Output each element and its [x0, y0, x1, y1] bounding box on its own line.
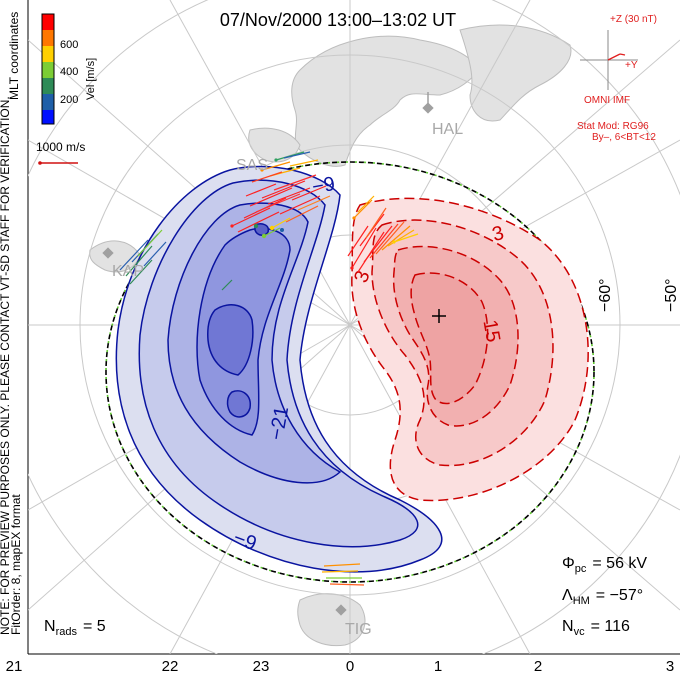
station-label-hal: HAL — [432, 121, 463, 138]
vectors-kap — [119, 229, 233, 291]
velocity-scale-swatch-3 — [42, 62, 54, 78]
station-label-tig: TIG — [345, 621, 372, 638]
lambda-value: = −57° — [596, 587, 643, 604]
lambda-sub: HM — [573, 595, 590, 607]
nvc-sub: vc — [574, 626, 586, 638]
velocity-scale-swatch-4 — [42, 78, 54, 94]
station-tig: TIG — [335, 604, 372, 638]
reference-vector-label: 1000 m/s — [36, 140, 85, 154]
station-hal: HAL — [422, 92, 463, 138]
mlt-tick-2: 2 — [534, 658, 542, 674]
stats-panel: Φpc = 56 kV ΛHM = −57° Nvc = 116 Nrads = 5 — [44, 555, 647, 638]
hm-latitude: ΛHM = −57° — [562, 587, 643, 607]
imf-source: OMNI IMF — [584, 95, 630, 106]
contour-label-p15: 15 — [479, 318, 505, 344]
velocity-scale: 600 400 200 Vel [m/s] — [41, 13, 97, 125]
velocity-scale-swatch-0 — [42, 14, 54, 30]
vectors-hal — [347, 195, 419, 273]
velocity-tick-600: 600 — [60, 39, 78, 51]
mlt-tick-3: 3 — [666, 658, 674, 674]
mlt-tick-21: 21 — [6, 658, 23, 674]
latitude-label-60: −60° — [597, 278, 614, 312]
phi-symbol: Φ — [562, 555, 575, 572]
mlt-tick-23: 23 — [253, 658, 270, 674]
nrads-sub: rads — [56, 626, 78, 638]
station-label-sas: SAS — [236, 157, 268, 174]
nvc-value: = 116 — [591, 618, 630, 635]
imf-model: Stat Mod: RG96 — [577, 121, 649, 132]
coordinates-label: MLT coordinates — [7, 12, 21, 100]
contour-label-p3-top: 3 — [490, 222, 506, 246]
hm-boundary-green — [105, 161, 595, 583]
fitorder-label: FitOrder: 8, mapEX format — [9, 494, 23, 635]
imf-clock: +Z (30 nT) +Y OMNI IMF Stat Mod: RG96 By… — [577, 14, 657, 143]
imf-y-label: +Y — [625, 60, 638, 71]
positive-cell — [351, 197, 589, 502]
vectors-sas — [230, 151, 331, 239]
land-masses — [89, 24, 572, 647]
velocity-scale-swatch-5 — [42, 94, 54, 110]
station-label-kap: KAP — [112, 263, 144, 280]
phi-sub: pc — [575, 563, 587, 575]
preview-note: NOTE: FOR PREVIEW PURPOSES ONLY. PLEASE … — [0, 96, 12, 635]
latitude-label-50: −50° — [663, 278, 680, 312]
station-sas: SAS — [236, 157, 268, 174]
velocity-tick-200: 200 — [60, 94, 78, 106]
nrads-symbol: N — [44, 618, 56, 635]
velocity-scale-swatch-1 — [42, 30, 54, 46]
cross-polar-potential: Φpc = 56 kV — [562, 555, 647, 575]
negative-cell — [115, 165, 443, 573]
mlt-tick-1: 1 — [434, 658, 442, 674]
mlt-axis: 21 22 23 0 1 2 3 — [6, 658, 675, 674]
mlt-tick-22: 22 — [162, 658, 179, 674]
vectors-tig — [321, 563, 365, 586]
plot-frame — [27, 0, 680, 655]
lambda-symbol: Λ — [562, 587, 573, 604]
contour-label-n9-top: −9 — [310, 173, 336, 199]
velocity-scale-swatch-2 — [42, 46, 54, 62]
reference-vector: 1000 m/s — [36, 140, 85, 165]
velocity-tick-400: 400 — [60, 66, 78, 78]
page-title: 07/Nov/2000 13:00–13:02 UT — [220, 10, 456, 30]
nrads-value: = 5 — [83, 618, 106, 635]
radar-count: Nrads = 5 — [44, 618, 106, 638]
mlt-tick-0: 0 — [346, 658, 354, 674]
vector-count: Nvc = 116 — [562, 618, 630, 638]
phi-value: = 56 kV — [592, 555, 647, 572]
imf-condition: By–, 6<BT<12 — [592, 132, 656, 143]
nvc-symbol: N — [562, 618, 574, 635]
imf-z-label: +Z (30 nT) — [610, 14, 657, 25]
velocity-scale-label: Vel [m/s] — [85, 58, 97, 100]
velocity-scale-swatch-6 — [42, 110, 54, 124]
